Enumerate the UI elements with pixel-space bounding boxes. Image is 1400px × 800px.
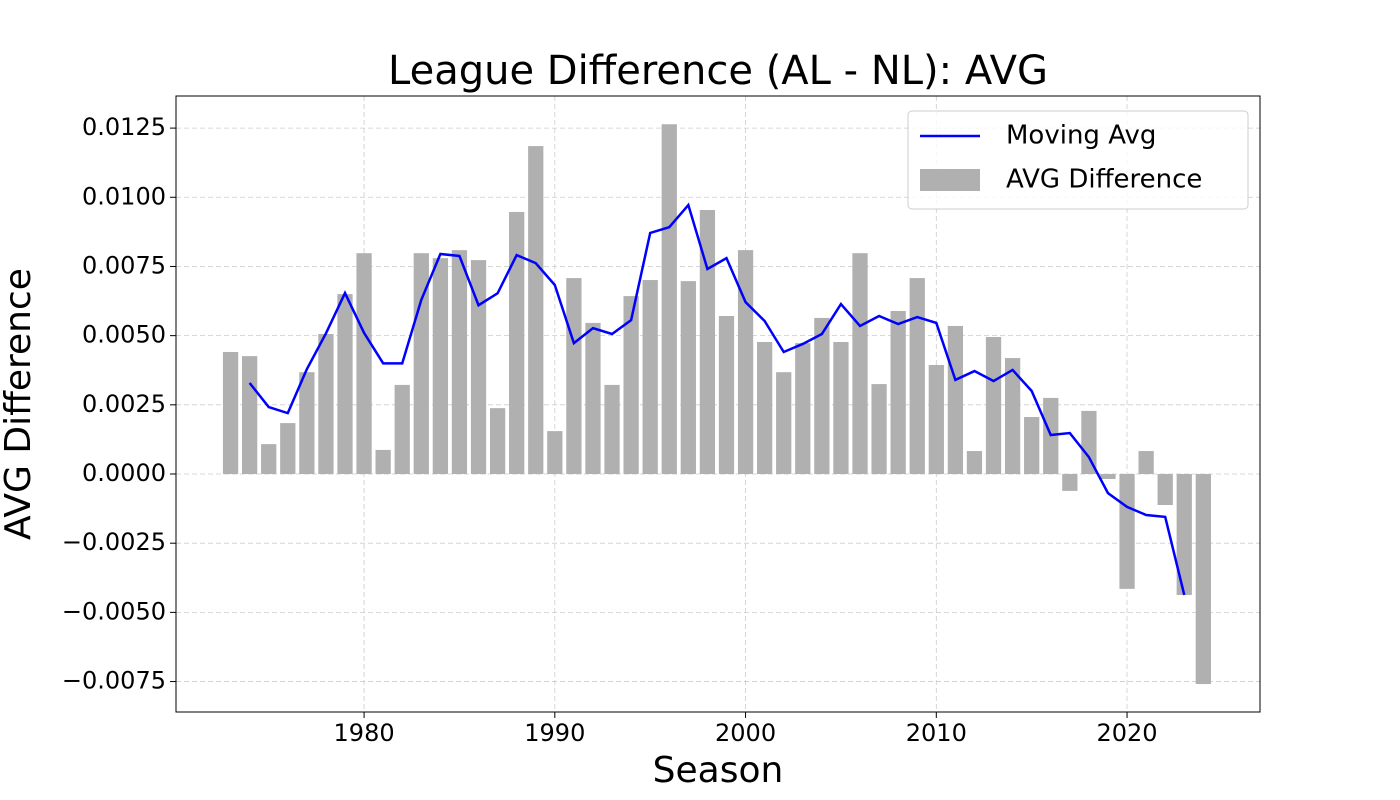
bar — [642, 280, 658, 475]
bar — [795, 343, 811, 475]
y-tick-label: 0.0075 — [82, 251, 166, 279]
bar — [871, 384, 887, 475]
bar — [280, 423, 296, 475]
bar — [566, 278, 582, 475]
plot-frame — [175, 95, 1261, 713]
bar — [757, 342, 773, 475]
bar — [394, 384, 410, 475]
bar — [1081, 410, 1097, 475]
x-tick-label: 2010 — [906, 719, 967, 747]
legend-label: Moving Avg — [1006, 121, 1156, 151]
bar — [1157, 474, 1173, 506]
bar — [737, 250, 754, 475]
bar — [852, 253, 868, 475]
y-tick-label: 0.0125 — [82, 113, 166, 141]
bar — [299, 372, 315, 475]
bar — [966, 451, 983, 475]
bar — [1100, 474, 1116, 479]
bar — [585, 322, 601, 475]
x-tick-label: 1990 — [524, 719, 585, 747]
bar — [489, 408, 506, 475]
y-tick-label: −0.0075 — [62, 667, 166, 695]
bar — [241, 356, 258, 475]
y-tick-label: −0.0025 — [62, 528, 166, 556]
bar — [985, 337, 1002, 475]
bar — [451, 250, 468, 475]
bar — [1024, 417, 1040, 475]
bar — [699, 210, 716, 475]
y-tick-label: 0.0050 — [82, 321, 166, 349]
bar — [261, 444, 277, 475]
x-tick-label: 2020 — [1097, 719, 1158, 747]
bar — [547, 431, 563, 475]
legend-box — [907, 110, 1249, 210]
bar — [528, 146, 544, 475]
line — [248, 202, 1186, 596]
bar — [337, 294, 353, 475]
legend-label: AVG Difference — [1006, 165, 1202, 195]
bar — [356, 253, 372, 475]
bar — [1138, 451, 1154, 475]
bar — [909, 278, 925, 475]
x-tick-label: 2000 — [715, 719, 776, 747]
bar — [776, 372, 792, 475]
bar — [222, 351, 239, 475]
bar — [1062, 474, 1078, 491]
bar — [1004, 358, 1021, 475]
bar — [375, 449, 391, 475]
bar — [947, 325, 964, 475]
bar — [470, 260, 487, 475]
marks — [222, 124, 1211, 685]
bar — [623, 296, 639, 475]
bar — [318, 333, 334, 475]
y-tick-label: 0.0100 — [82, 182, 166, 210]
chart-title: League Difference (AL - NL): AVG — [388, 48, 1048, 94]
legend-swatch — [920, 169, 980, 191]
bar — [814, 317, 830, 475]
y-axis-label: AVG Difference — [0, 268, 39, 540]
bar — [509, 211, 525, 475]
bar — [1195, 474, 1211, 685]
y-tick-label: −0.0050 — [62, 597, 166, 625]
bar — [890, 311, 906, 475]
bar — [1176, 474, 1192, 595]
y-tick-label: 0.0025 — [82, 390, 166, 418]
x-tick-label: 1980 — [334, 719, 395, 747]
y-tick-label: 0.0000 — [82, 459, 166, 487]
bar — [928, 364, 944, 475]
bar — [718, 316, 735, 475]
bar — [432, 258, 449, 475]
bar — [1119, 474, 1135, 589]
bar — [604, 384, 620, 475]
bar — [833, 342, 849, 475]
bar — [680, 281, 696, 475]
bar — [661, 124, 677, 475]
x-axis-label: Season — [653, 750, 784, 791]
